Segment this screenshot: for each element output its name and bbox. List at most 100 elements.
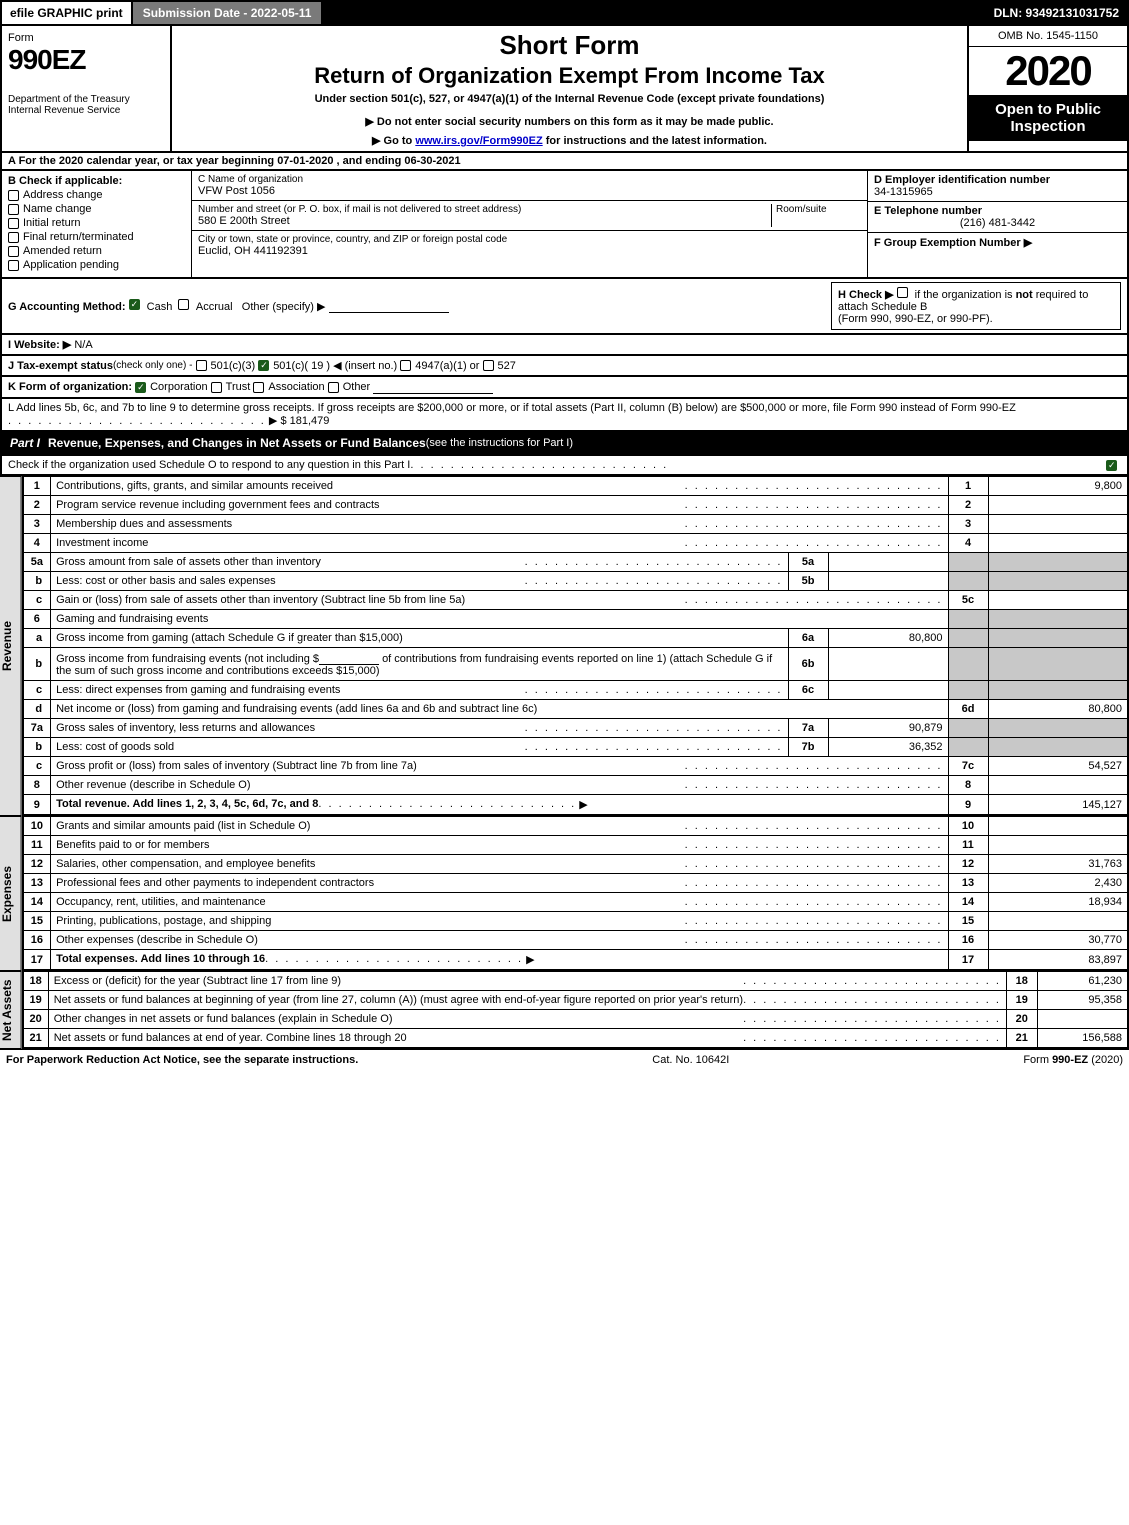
- desc: Investment income: [51, 534, 948, 553]
- cb-name-change[interactable]: Name change: [8, 203, 185, 215]
- checkbox-icon[interactable]: [400, 360, 411, 371]
- cb-address-change[interactable]: Address change: [8, 189, 185, 201]
- goto-post: for instructions and the latest informat…: [543, 135, 767, 147]
- net-assets-tab: Net Assets: [0, 971, 22, 1049]
- amount: 156,588: [1037, 1029, 1128, 1049]
- checkbox-icon[interactable]: [129, 299, 140, 310]
- checkbox-icon[interactable]: [135, 382, 146, 393]
- rownum: 20: [23, 1010, 49, 1029]
- group-label: F Group Exemption Number ▶: [874, 236, 1121, 249]
- amount: 54,527: [988, 757, 1128, 776]
- donot-note: ▶ Do not enter social security numbers o…: [178, 115, 961, 128]
- desc: Less: direct expenses from gaming and fu…: [51, 681, 788, 700]
- shade: [948, 648, 988, 681]
- amount: 2,430: [988, 874, 1128, 893]
- amount: 9,800: [988, 477, 1128, 496]
- linelabel: 20: [1006, 1010, 1037, 1029]
- j-501c: 501(c)( 19 ) ◀ (insert no.): [273, 359, 397, 372]
- top-bar: efile GRAPHIC print Submission Date - 20…: [0, 0, 1129, 26]
- table-row: 8Other revenue (describe in Schedule O)8: [23, 776, 1128, 795]
- cb-final-return[interactable]: Final return/terminated: [8, 231, 185, 243]
- cb-label: Amended return: [23, 245, 102, 257]
- checkbox-icon[interactable]: [258, 360, 269, 371]
- expenses-section: Expenses 10Grants and similar amounts pa…: [0, 816, 1129, 971]
- shade: [948, 610, 988, 629]
- linelabel: 15: [948, 912, 988, 931]
- desc: Net income or (loss) from gaming and fun…: [51, 700, 948, 719]
- k-label: K Form of organization:: [8, 381, 132, 393]
- l-amount: $ 181,479: [280, 415, 329, 427]
- linelabel: 11: [948, 836, 988, 855]
- desc: Less: cost or other basis and sales expe…: [51, 572, 788, 591]
- g-accrual: Accrual: [196, 301, 233, 313]
- checkbox-icon[interactable]: [1106, 460, 1117, 471]
- 6b-amount-input[interactable]: [319, 651, 379, 665]
- g-other-input[interactable]: [329, 299, 449, 313]
- group-cell: F Group Exemption Number ▶: [868, 233, 1127, 252]
- part-1-title: Revenue, Expenses, and Changes in Net As…: [48, 436, 426, 450]
- col-b-checkboxes: B Check if applicable: Address change Na…: [2, 171, 192, 277]
- part-1-check-row: Check if the organization used Schedule …: [0, 456, 1129, 476]
- expenses-tab: Expenses: [0, 816, 22, 971]
- rownum: b: [23, 738, 51, 757]
- checkbox-icon[interactable]: [211, 382, 222, 393]
- linelabel: 8: [948, 776, 988, 795]
- amount: 31,763: [988, 855, 1128, 874]
- footer-right: Form 990-EZ (2020): [1023, 1054, 1123, 1066]
- rownum: 9: [23, 795, 51, 816]
- h-t2: if the organization is: [915, 289, 1016, 301]
- checkbox-icon[interactable]: [328, 382, 339, 393]
- efile-label[interactable]: efile GRAPHIC print: [2, 2, 133, 24]
- checkbox-icon[interactable]: [897, 287, 908, 298]
- street-value: 580 E 200th Street: [198, 215, 771, 227]
- table-row: 19Net assets or fund balances at beginni…: [23, 991, 1128, 1010]
- cb-application-pending[interactable]: Application pending: [8, 259, 185, 271]
- minicol: 7b: [788, 738, 828, 757]
- shade: [988, 648, 1128, 681]
- tax-year: 2020: [969, 47, 1127, 95]
- l-text: L Add lines 5b, 6c, and 7b to line 9 to …: [8, 402, 1016, 414]
- desc: Other expenses (describe in Schedule O): [51, 931, 948, 950]
- minicol: 5b: [788, 572, 828, 591]
- checkbox-icon[interactable]: [196, 360, 207, 371]
- cb-label: Initial return: [23, 217, 80, 229]
- linelabel: 6d: [948, 700, 988, 719]
- minival: [828, 648, 948, 681]
- goto-pre: ▶ Go to: [372, 135, 415, 147]
- k-other-input[interactable]: [373, 380, 493, 394]
- goto-link[interactable]: www.irs.gov/Form990EZ: [415, 135, 542, 147]
- shade: [988, 681, 1128, 700]
- checkbox-icon[interactable]: [178, 299, 189, 310]
- linelabel: 21: [1006, 1029, 1037, 1049]
- dln-label: DLN: 93492131031752: [986, 2, 1127, 24]
- revenue-tab: Revenue: [0, 476, 22, 816]
- table-row: 5aGross amount from sale of assets other…: [23, 553, 1128, 572]
- header-mid: Short Form Return of Organization Exempt…: [172, 26, 967, 151]
- ein-cell: D Employer identification number 34-1315…: [868, 171, 1127, 202]
- form-word: Form: [8, 32, 164, 44]
- checkbox-icon[interactable]: [253, 382, 264, 393]
- header-left: Form 990EZ Department of the Treasury In…: [2, 26, 172, 151]
- linelabel: 14: [948, 893, 988, 912]
- cb-label: Name change: [23, 203, 92, 215]
- rownum: c: [23, 591, 51, 610]
- cb-initial-return[interactable]: Initial return: [8, 217, 185, 229]
- row-a-tax-year: A For the 2020 calendar year, or tax yea…: [0, 153, 1129, 171]
- amount: 95,358: [1037, 991, 1128, 1010]
- table-row: 7aGross sales of inventory, less returns…: [23, 719, 1128, 738]
- rownum: 7a: [23, 719, 51, 738]
- table-row: bLess: cost or other basis and sales exp…: [23, 572, 1128, 591]
- rownum: d: [23, 700, 51, 719]
- ein-value: 34-1315965: [874, 186, 1121, 198]
- desc: Gain or (loss) from sale of assets other…: [51, 591, 948, 610]
- cb-amended-return[interactable]: Amended return: [8, 245, 185, 257]
- table-row: 9Total revenue. Add lines 1, 2, 3, 4, 5c…: [23, 795, 1128, 816]
- linelabel: 5c: [948, 591, 988, 610]
- amount: 18,934: [988, 893, 1128, 912]
- linelabel: 19: [1006, 991, 1037, 1010]
- g-other: Other (specify) ▶: [242, 301, 326, 313]
- minival: 80,800: [828, 629, 948, 648]
- dept-treasury: Department of the Treasury: [8, 94, 164, 105]
- desc: Other changes in net assets or fund bala…: [48, 1010, 1006, 1029]
- checkbox-icon[interactable]: [483, 360, 494, 371]
